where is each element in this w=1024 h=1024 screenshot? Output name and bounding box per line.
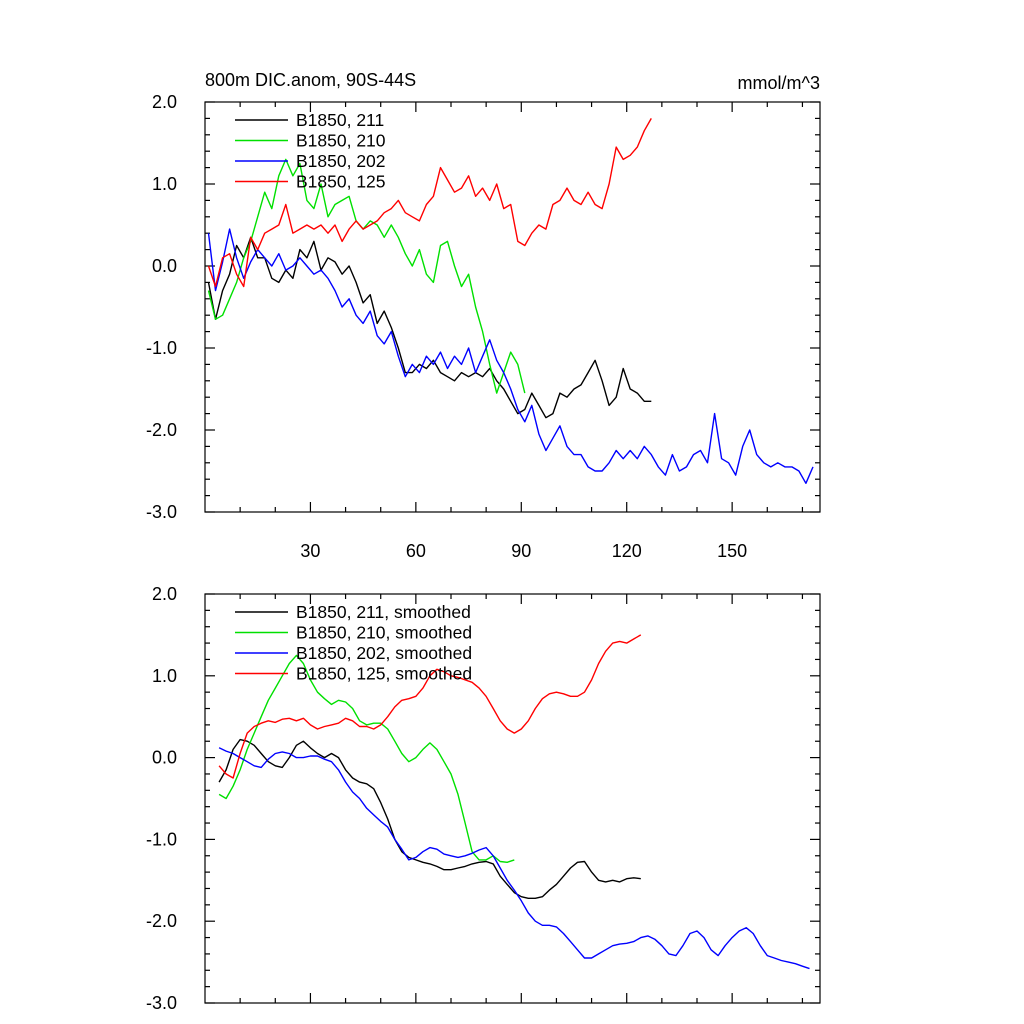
legend-label: B1850, 202 [296, 151, 386, 171]
legend-label: B1850, 202, smoothed [296, 643, 472, 663]
series-line-b1850-211-smoothed [218, 738, 641, 899]
series-line-b1850-210 [207, 158, 526, 394]
y-tick-label: 0.0 [152, 748, 177, 768]
legend-label: B1850, 211 [296, 110, 384, 130]
x-tick-label: 90 [511, 541, 531, 561]
x-tick-label: 150 [717, 541, 747, 561]
units-label: mmol/m^3 [738, 73, 820, 93]
top-panel: 800m DIC.anom, 90S-44S mmol/m^3 2.0 1.0 0.… [146, 70, 821, 561]
plot-frame [204, 101, 821, 513]
series-line-b1850-202 [207, 228, 814, 484]
series-line-b1850-125-smoothed [218, 634, 642, 779]
x-tick-label: 60 [406, 541, 426, 561]
y-tick-label: -2.0 [146, 420, 177, 440]
plot-frame [204, 593, 821, 1004]
legend-label: B1850, 210, smoothed [296, 623, 472, 643]
series-line-b1850-210-smoothed [218, 654, 515, 863]
chart-title: 800m DIC.anom, 90S-44S [205, 70, 416, 90]
y-tick-label: -3.0 [146, 993, 177, 1013]
legend-label: B1850, 125, smoothed [296, 664, 472, 684]
y-tick-label: 0.0 [152, 256, 177, 276]
y-tick-label: -3.0 [146, 502, 177, 522]
y-tick-label: -1.0 [146, 829, 177, 849]
series-line-b1850-202-smoothed [218, 747, 810, 970]
y-tick-label: 1.0 [152, 174, 177, 194]
legend-label: B1850, 210 [296, 131, 386, 151]
y-tick-label: 1.0 [152, 666, 177, 686]
x-tick-label: 30 [300, 541, 320, 561]
legend-label: B1850, 125 [296, 172, 386, 192]
y-tick-label: -1.0 [146, 338, 177, 358]
series-line-b1850-125 [207, 118, 652, 288]
y-tick-label: 2.0 [152, 92, 177, 112]
legend-label: B1850, 211, smoothed [296, 602, 471, 622]
bottom-panel: 2.0 1.0 0.0 -1.0 -2.0 -3.0 B1850, 211, smoothe… [146, 584, 821, 1013]
y-tick-label: -2.0 [146, 911, 177, 931]
x-tick-label: 120 [612, 541, 642, 561]
series-line-b1850-211 [207, 236, 652, 419]
y-tick-label: 2.0 [152, 584, 177, 604]
